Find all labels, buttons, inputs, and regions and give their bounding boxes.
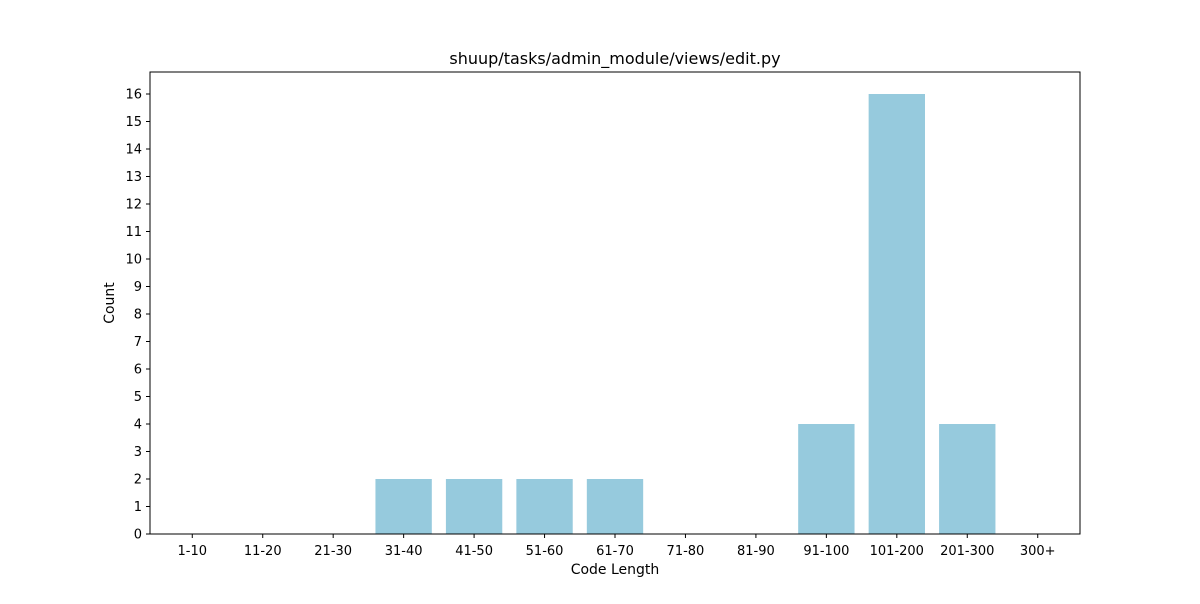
y-tick-label: 6 [134,363,142,378]
bar-91-100 [798,424,855,534]
bar-61-70 [586,479,644,534]
x-tick-label: 11-20 [244,544,282,559]
bar-41-50 [445,479,503,534]
y-tick-label: 2 [134,473,142,488]
x-tick-label: 21-30 [314,544,352,559]
x-tick-label: 81-90 [737,544,775,559]
x-tick-label: 91-100 [803,544,849,559]
y-tick-label: 9 [134,280,142,295]
bar-201-300 [939,424,996,534]
x-axis: 1-10 11-20 21-30 31-40 41-50 51-60 61-70 71-80 8… [178,534,1056,559]
y-axis-label: Count [102,282,118,324]
x-axis-label: Code Length [571,562,660,578]
y-tick-label: 5 [134,390,142,405]
y-tick-label: 13 [125,170,142,185]
x-tick-label: 1-10 [178,544,208,559]
x-tick-label: 71-80 [667,544,705,559]
bar-51-60 [516,479,573,534]
y-tick-label: 4 [134,418,142,433]
chart-title: shuup/tasks/admin_module/views/edit.py [449,49,780,69]
x-tick-label: 41-50 [455,544,493,559]
y-tick-label: 7 [134,335,142,350]
x-tick-label: 101-200 [870,544,924,559]
y-tick-label: 1 [134,500,142,515]
y-tick-label: 11 [125,225,142,240]
y-tick-label: 16 [125,88,142,103]
y-tick-label: 0 [134,528,142,543]
x-tick-label: 31-40 [385,544,423,559]
y-tick-label: 10 [125,253,142,268]
bars-group [375,94,996,534]
y-tick-label: 3 [134,445,142,460]
x-tick-label: 201-300 [940,544,994,559]
x-tick-label: 61-70 [596,544,634,559]
y-tick-label: 12 [125,198,142,213]
bar-101-200 [868,94,925,534]
y-tick-label: 8 [134,308,142,323]
y-tick-label: 14 [125,143,142,158]
x-tick-label: 300+ [1020,544,1056,559]
y-tick-label: 15 [125,115,142,130]
x-tick-label: 51-60 [526,544,564,559]
bar-31-40 [375,479,432,534]
